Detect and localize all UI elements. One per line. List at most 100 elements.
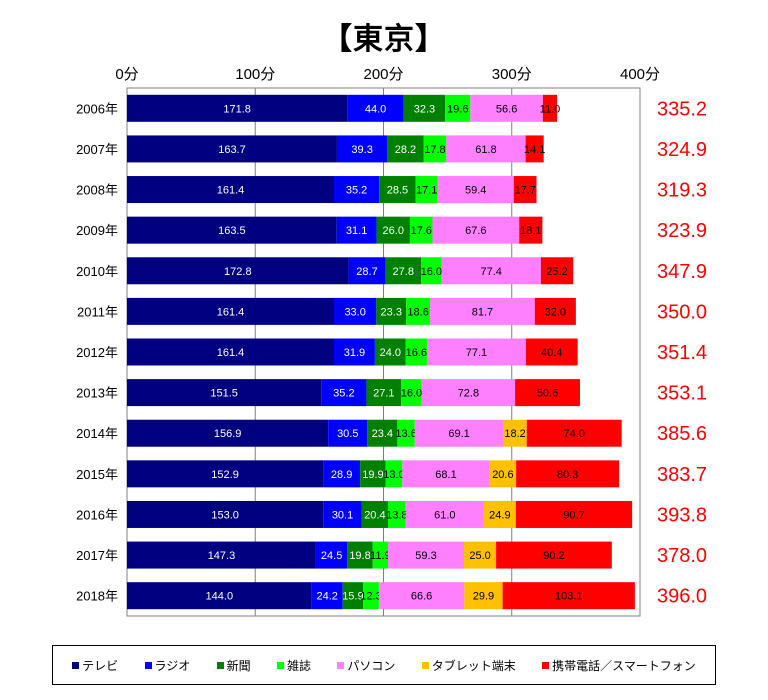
- legend-label: テレビ: [82, 658, 119, 673]
- data-label: 23.3: [381, 306, 402, 318]
- data-label: 16.0: [421, 266, 442, 278]
- bar-segment: [379, 176, 416, 204]
- bar-segment: [534, 297, 576, 325]
- data-label: 163.7: [218, 144, 246, 156]
- data-label: 152.9: [211, 469, 239, 481]
- chart-title: 【東京】: [322, 22, 446, 57]
- bar-segment: [502, 582, 635, 610]
- bar-segment: [519, 216, 543, 244]
- data-label: 20.6: [492, 469, 513, 481]
- total-label: 383.7: [657, 464, 707, 486]
- data-label: 24.9: [489, 509, 510, 521]
- x-tick-label: 300分: [492, 66, 532, 83]
- data-label: 50.6: [537, 388, 558, 400]
- data-label: 13.6: [395, 428, 416, 440]
- bar-segment: [333, 338, 375, 366]
- bar-segment: [445, 94, 471, 122]
- category-label: 2010年: [76, 264, 118, 279]
- bar-segment: [366, 379, 402, 407]
- bar-segment: [127, 338, 334, 366]
- data-label: 17.1: [416, 185, 437, 197]
- x-tick-label: 200分: [363, 66, 403, 83]
- total-label: 350.0: [657, 301, 707, 323]
- data-label: 16.0: [401, 388, 422, 400]
- data-label: 77.4: [481, 266, 502, 278]
- bar-segment: [515, 379, 580, 407]
- bar-segment: [323, 460, 361, 488]
- data-label: 28.9: [331, 469, 352, 481]
- data-label: 172.8: [224, 266, 252, 278]
- stacked-bar-chart: 0分 100分 200分 300分 400分 2006年 171.8 44.0 32.3 19.6…: [76, 66, 707, 617]
- bar-segment: [464, 541, 497, 569]
- data-label: 13.0: [383, 469, 404, 481]
- data-label: 81.7: [472, 306, 493, 318]
- legend-item: タブレット端末: [421, 657, 516, 674]
- bar-segment: [387, 135, 424, 163]
- bar-segment: [376, 297, 407, 325]
- bar-segment: [127, 176, 334, 204]
- total-label: 335.2: [657, 98, 707, 120]
- data-label: 74.0: [563, 428, 584, 440]
- data-label: 24.0: [380, 347, 401, 359]
- bar-segment: [405, 338, 427, 366]
- data-label: 161.4: [217, 347, 245, 359]
- data-label: 90.7: [563, 509, 584, 521]
- legend-item: 雑誌: [277, 657, 311, 674]
- bar-segment: [328, 419, 368, 447]
- category-label: 2006年: [76, 101, 118, 116]
- legend-item: テレビ: [72, 657, 118, 674]
- data-label: 144.0: [206, 591, 234, 603]
- data-label: 59.3: [415, 550, 436, 562]
- bar-segment: [376, 216, 410, 244]
- bar-segment: [387, 541, 465, 569]
- bar-segment: [516, 460, 620, 488]
- bar-segment: [127, 379, 322, 407]
- legend-swatch: [216, 661, 224, 669]
- total-label: 393.8: [657, 504, 707, 526]
- bar-segment: [489, 460, 517, 488]
- category-label: 2012年: [76, 345, 118, 360]
- data-label: 28.2: [395, 144, 416, 156]
- data-label: 19.8: [349, 550, 370, 562]
- category-label: 2015年: [76, 467, 118, 482]
- data-label: 28.5: [387, 185, 408, 197]
- total-label: 385.6: [657, 423, 707, 445]
- data-label: 161.4: [217, 306, 245, 318]
- category-label: 2009年: [76, 223, 118, 238]
- legend-swatch: [542, 661, 550, 669]
- bar-segment: [385, 460, 403, 488]
- category-label: 2016年: [76, 507, 118, 522]
- category-label: 2011年: [77, 304, 118, 319]
- bar-segment: [323, 500, 362, 528]
- data-label: 61.0: [434, 509, 455, 521]
- total-label: 396.0: [657, 586, 707, 608]
- bar-segment: [513, 176, 537, 204]
- data-label: 156.9: [214, 428, 242, 440]
- data-label: 27.8: [393, 266, 414, 278]
- data-label: 40.4: [541, 347, 562, 359]
- total-label: 378.0: [657, 545, 707, 567]
- data-label: 80.3: [557, 469, 578, 481]
- data-label: 151.5: [210, 388, 238, 400]
- bar-segment: [542, 94, 558, 122]
- data-label: 72.8: [458, 388, 479, 400]
- bar-segment: [397, 419, 415, 447]
- data-label: 19.6: [447, 103, 468, 115]
- data-label: 14.1: [524, 144, 545, 156]
- data-label: 56.6: [496, 103, 517, 115]
- chart-legend: テレビ ラジオ 新聞 雑誌 パソコン タブレット端末 携帯電話／スマートフォン: [52, 645, 716, 685]
- data-label: 59.4: [465, 185, 486, 197]
- bar-segment: [333, 297, 377, 325]
- data-label: 24.5: [321, 550, 342, 562]
- category-label: 2017年: [76, 548, 118, 563]
- legend-swatch: [72, 661, 80, 669]
- total-label: 347.9: [657, 261, 707, 283]
- data-label: 13.8: [386, 509, 407, 521]
- bar-segment: [470, 94, 543, 122]
- data-label: 18.6: [407, 306, 428, 318]
- bar-segment: [127, 216, 337, 244]
- bar-segment: [415, 176, 438, 204]
- x-tick-label: 400分: [620, 66, 660, 83]
- bar-segment: [127, 257, 349, 285]
- data-label: 17.7: [514, 185, 535, 197]
